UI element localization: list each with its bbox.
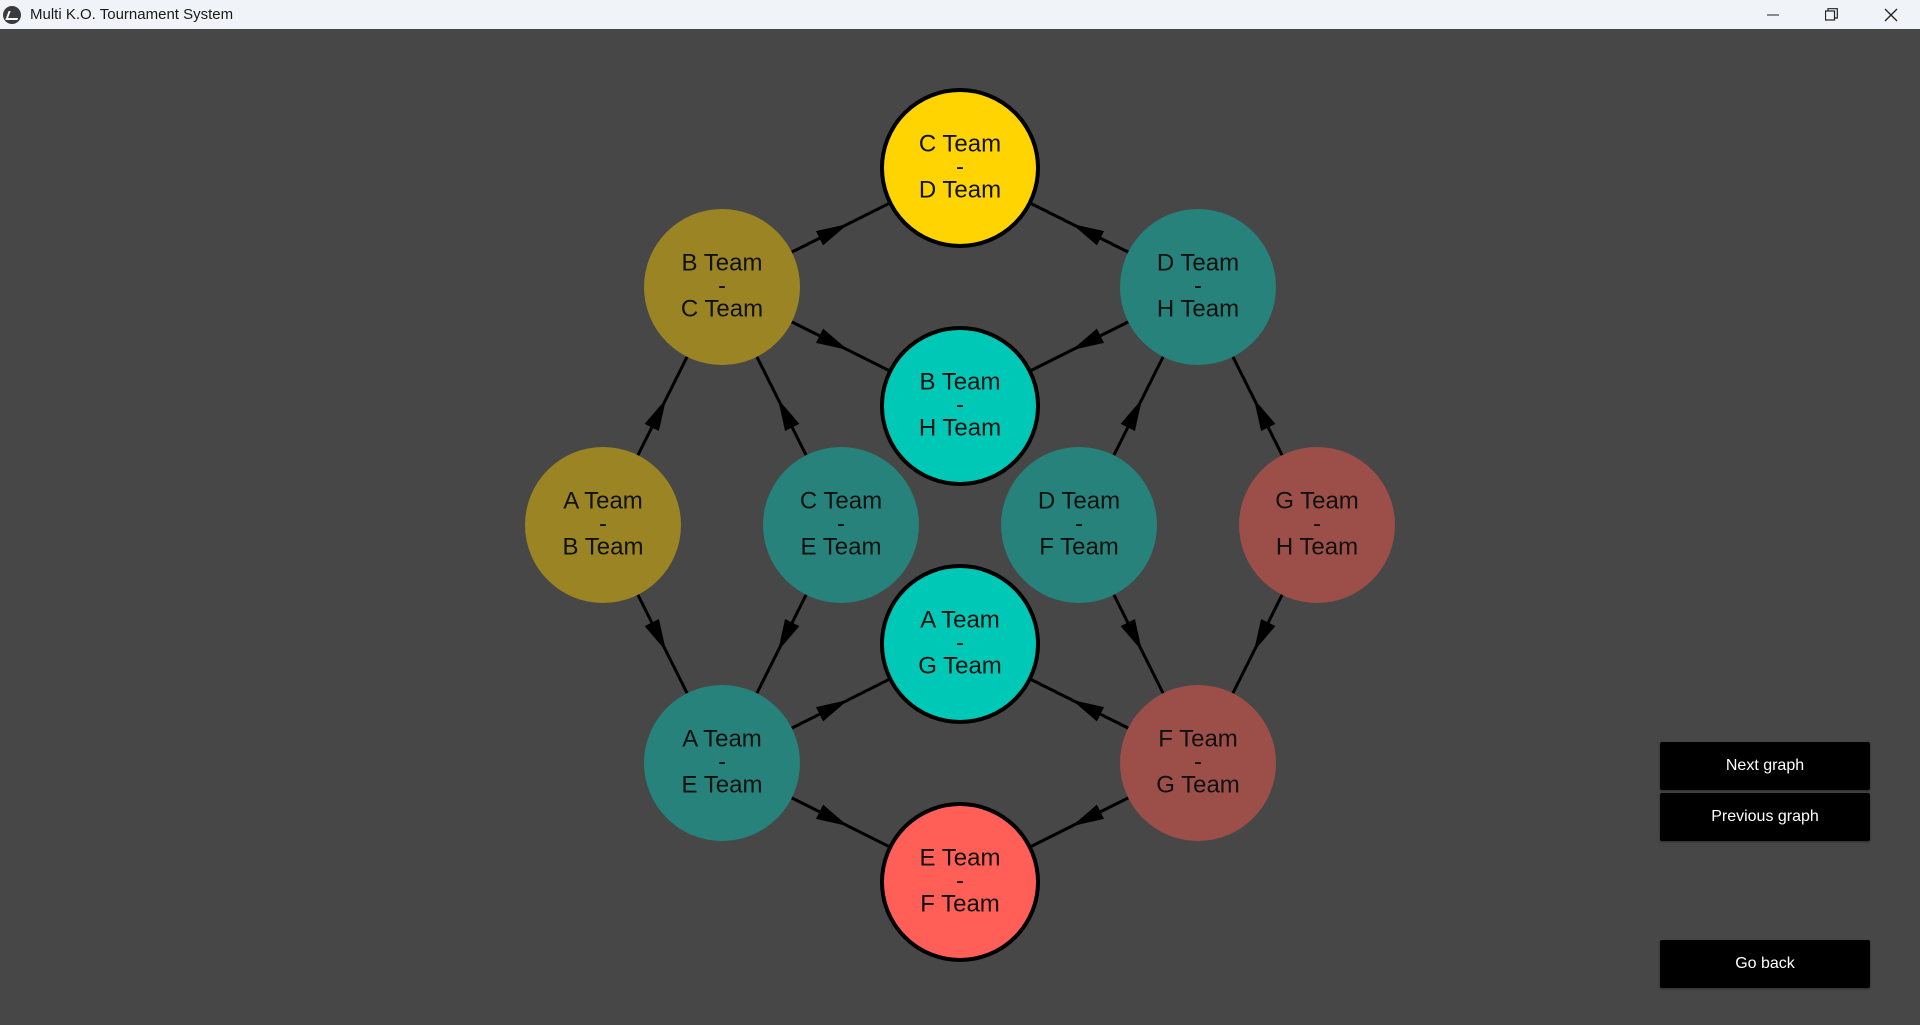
match-node-line2: B Team bbox=[563, 533, 644, 560]
next-graph-button[interactable]: Next graph bbox=[1660, 742, 1870, 790]
window-title: Multi K.O. Tournament System bbox=[30, 6, 234, 23]
arrowhead-fg-ef bbox=[1071, 804, 1105, 827]
match-node-circle[interactable] bbox=[525, 447, 681, 603]
match-node-ae[interactable]: A Team-E Team bbox=[644, 685, 800, 841]
match-node-circle[interactable] bbox=[763, 447, 919, 603]
match-node-line1: C Team bbox=[800, 487, 882, 514]
match-node-line2: G Team bbox=[1156, 771, 1240, 798]
match-node-fg[interactable]: F Team-G Team bbox=[1120, 685, 1276, 841]
match-node-ce[interactable]: C Team-E Team bbox=[763, 447, 919, 603]
match-node-sep: - bbox=[718, 748, 726, 775]
match-node-circle[interactable] bbox=[1001, 447, 1157, 603]
match-node-line2: E Team bbox=[682, 771, 763, 798]
match-node-bh[interactable]: B Team-H Team bbox=[880, 326, 1040, 486]
match-node-line1: E Team bbox=[920, 844, 1001, 871]
restore-icon[interactable] bbox=[1802, 0, 1861, 29]
match-node-line1: A Team bbox=[920, 606, 1000, 633]
match-node-line2: F Team bbox=[1039, 533, 1119, 560]
match-node-sep: - bbox=[837, 510, 845, 537]
edges-layer bbox=[636, 201, 1284, 849]
arrowhead-ce-bc bbox=[777, 398, 800, 432]
match-node-line1: G Team bbox=[1275, 487, 1359, 514]
match-node-line1: A Team bbox=[563, 487, 643, 514]
minimize-icon[interactable] bbox=[1743, 0, 1802, 29]
match-node-circle[interactable] bbox=[880, 88, 1040, 248]
match-node-circle[interactable] bbox=[880, 802, 1040, 962]
arrowhead-gh-fg bbox=[1253, 618, 1276, 652]
match-node-line2: H Team bbox=[919, 414, 1001, 441]
match-node-circle[interactable] bbox=[1120, 209, 1276, 365]
match-node-df[interactable]: D Team-F Team bbox=[1001, 447, 1157, 603]
match-node-ab[interactable]: A Team-B Team bbox=[525, 447, 681, 603]
app-logo-icon bbox=[3, 5, 21, 24]
arrowhead-dh-cd bbox=[1071, 223, 1105, 246]
match-node-circle[interactable] bbox=[880, 326, 1040, 486]
match-node-circle[interactable] bbox=[1120, 685, 1276, 841]
arrowhead-fg-ag bbox=[1071, 699, 1105, 722]
match-node-sep: - bbox=[1313, 510, 1321, 537]
match-node-line2: F Team bbox=[920, 890, 1000, 917]
match-node-line2: H Team bbox=[1157, 295, 1239, 322]
match-node-line1: C Team bbox=[919, 130, 1001, 157]
arrowhead-df-fg bbox=[1120, 618, 1143, 652]
close-icon[interactable] bbox=[1861, 0, 1920, 29]
match-node-line1: D Team bbox=[1157, 249, 1239, 276]
match-node-bc[interactable]: B Team-C Team bbox=[644, 209, 800, 365]
arrowhead-ae-ag bbox=[815, 699, 849, 722]
match-node-line1: A Team bbox=[682, 725, 762, 752]
match-node-sep: - bbox=[1194, 272, 1202, 299]
match-node-ef[interactable]: E Team-F Team bbox=[880, 802, 1040, 962]
match-node-circle[interactable] bbox=[644, 209, 800, 365]
match-node-sep: - bbox=[956, 629, 964, 656]
arrowhead-dh-bh bbox=[1071, 328, 1105, 351]
match-node-line1: D Team bbox=[1038, 487, 1120, 514]
match-node-sep: - bbox=[599, 510, 607, 537]
arrowhead-bc-bh bbox=[815, 328, 849, 351]
match-node-sep: - bbox=[956, 391, 964, 418]
arrowhead-gh-dh bbox=[1253, 398, 1276, 432]
match-node-line2: H Team bbox=[1276, 533, 1358, 560]
previous-graph-button[interactable]: Previous graph bbox=[1660, 793, 1870, 841]
arrowhead-bc-cd bbox=[815, 223, 849, 246]
arrowhead-ce-ae bbox=[777, 618, 800, 652]
match-node-dh[interactable]: D Team-H Team bbox=[1120, 209, 1276, 365]
match-node-circle[interactable] bbox=[644, 685, 800, 841]
match-node-sep: - bbox=[1194, 748, 1202, 775]
match-node-line2: D Team bbox=[919, 176, 1001, 203]
match-node-ag[interactable]: A Team-G Team bbox=[880, 564, 1040, 724]
match-node-line1: B Team bbox=[920, 368, 1001, 395]
arrowhead-ae-ef bbox=[815, 804, 849, 827]
window-controls bbox=[1743, 0, 1920, 29]
match-node-sep: - bbox=[718, 272, 726, 299]
match-node-circle[interactable] bbox=[1239, 447, 1395, 603]
match-node-line2: E Team bbox=[801, 533, 882, 560]
arrowhead-ab-bc bbox=[644, 398, 667, 432]
match-node-cd[interactable]: C Team-D Team bbox=[880, 88, 1040, 248]
graph-canvas: C Team - D Team B Team - C Team D Team - H Team B… bbox=[0, 29, 1920, 1020]
match-node-sep: - bbox=[1075, 510, 1083, 537]
match-node-line2: G Team bbox=[918, 652, 1002, 679]
title-bar: Multi K.O. Tournament System bbox=[0, 0, 1920, 29]
match-node-line1: B Team bbox=[682, 249, 763, 276]
arrowhead-df-dh bbox=[1120, 398, 1143, 432]
match-node-sep: - bbox=[956, 153, 964, 180]
match-node-sep: - bbox=[956, 867, 964, 894]
match-node-line1: F Team bbox=[1158, 725, 1238, 752]
match-node-line2: C Team bbox=[681, 295, 763, 322]
arrowhead-ab-ae bbox=[644, 618, 667, 652]
go-back-button[interactable]: Go back bbox=[1660, 940, 1870, 988]
match-node-circle[interactable] bbox=[880, 564, 1040, 724]
match-node-gh[interactable]: G Team-H Team bbox=[1239, 447, 1395, 603]
